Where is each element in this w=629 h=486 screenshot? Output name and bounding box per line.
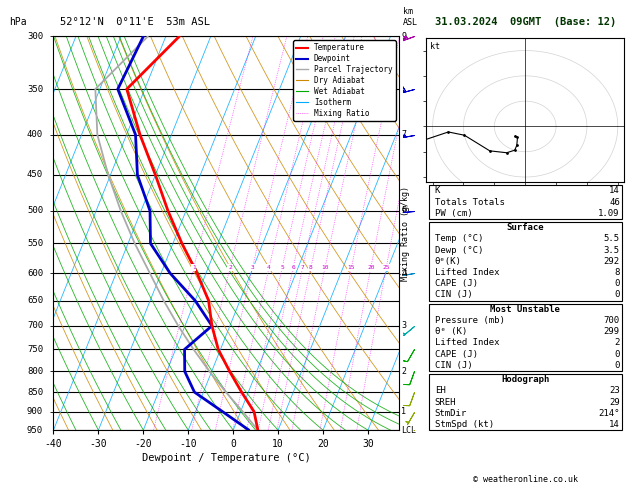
Text: Pressure (mb): Pressure (mb) (435, 316, 504, 325)
Bar (428, 222, 622, 300)
Text: StmSpd (kt): StmSpd (kt) (435, 420, 494, 429)
Text: 2: 2 (228, 265, 232, 270)
Text: PW (cm): PW (cm) (435, 209, 472, 218)
Text: CIN (J): CIN (J) (435, 361, 472, 370)
Text: 4: 4 (401, 269, 406, 278)
Text: 1: 1 (192, 265, 196, 270)
Text: 0: 0 (615, 279, 620, 288)
Text: 7: 7 (301, 265, 304, 270)
Text: 20: 20 (367, 265, 375, 270)
Text: 550: 550 (27, 239, 43, 248)
Text: 3: 3 (401, 321, 406, 330)
Text: 7: 7 (401, 130, 406, 139)
Text: Hodograph: Hodograph (501, 375, 549, 384)
Text: 1: 1 (401, 407, 406, 416)
Text: 800: 800 (27, 367, 43, 376)
Text: 850: 850 (27, 388, 43, 397)
Text: 5: 5 (281, 265, 284, 270)
Text: StmDir: StmDir (435, 409, 467, 418)
Text: CAPE (J): CAPE (J) (435, 279, 477, 288)
Text: 500: 500 (27, 207, 43, 215)
Text: 299: 299 (604, 327, 620, 336)
Text: 2: 2 (401, 367, 406, 376)
Text: Lifted Index: Lifted Index (435, 338, 499, 347)
Text: 5.5: 5.5 (604, 234, 620, 243)
Text: Lifted Index: Lifted Index (435, 268, 499, 277)
Text: Surface: Surface (506, 223, 544, 232)
Text: Totals Totals: Totals Totals (435, 198, 504, 207)
Text: SREH: SREH (435, 398, 456, 407)
Text: 8: 8 (309, 265, 313, 270)
Text: 0: 0 (615, 361, 620, 370)
Text: 10: 10 (321, 265, 329, 270)
Text: 3: 3 (250, 265, 254, 270)
Text: 9: 9 (401, 32, 406, 41)
Text: 1.09: 1.09 (598, 209, 620, 218)
Text: 292: 292 (604, 257, 620, 266)
Text: 350: 350 (27, 85, 43, 94)
Text: 14: 14 (609, 186, 620, 195)
Text: 450: 450 (27, 171, 43, 179)
Text: © weatheronline.co.uk: © weatheronline.co.uk (473, 474, 577, 484)
Text: 0: 0 (615, 291, 620, 299)
Text: 31.03.2024  09GMT  (Base: 12): 31.03.2024 09GMT (Base: 12) (435, 17, 616, 27)
Legend: Temperature, Dewpoint, Parcel Trajectory, Dry Adiabat, Wet Adiabat, Isotherm, Mi: Temperature, Dewpoint, Parcel Trajectory… (293, 40, 396, 121)
Text: LCL: LCL (401, 426, 416, 434)
Text: 750: 750 (27, 345, 43, 354)
Text: 600: 600 (27, 269, 43, 278)
Bar (428, 185, 622, 219)
Text: 15: 15 (348, 265, 355, 270)
Text: 3.5: 3.5 (604, 245, 620, 255)
Text: 700: 700 (27, 321, 43, 330)
Text: 2: 2 (615, 338, 620, 347)
Text: km
ASL: km ASL (403, 7, 418, 27)
Text: K: K (435, 186, 440, 195)
Text: CIN (J): CIN (J) (435, 291, 472, 299)
Text: 0: 0 (615, 349, 620, 359)
Text: Most Unstable: Most Unstable (490, 305, 560, 314)
Text: EH: EH (435, 386, 445, 396)
X-axis label: Dewpoint / Temperature (°C): Dewpoint / Temperature (°C) (142, 453, 311, 463)
Text: 700: 700 (604, 316, 620, 325)
Text: θᵉ(K): θᵉ(K) (435, 257, 462, 266)
Text: 650: 650 (27, 296, 43, 305)
Text: 46: 46 (609, 198, 620, 207)
Text: 214°: 214° (598, 409, 620, 418)
Text: 52°12'N  0°11'E  53m ASL: 52°12'N 0°11'E 53m ASL (60, 17, 209, 27)
Text: hPa: hPa (9, 17, 27, 27)
Text: 25: 25 (382, 265, 390, 270)
Text: 5: 5 (401, 207, 406, 215)
Text: Dewp (°C): Dewp (°C) (435, 245, 483, 255)
Text: 400: 400 (27, 130, 43, 139)
Text: 6: 6 (291, 265, 295, 270)
Text: Mixing Ratio (g/kg): Mixing Ratio (g/kg) (401, 186, 410, 281)
Text: 300: 300 (27, 32, 43, 41)
Bar (428, 304, 622, 371)
Text: 900: 900 (27, 407, 43, 416)
Text: 8: 8 (615, 268, 620, 277)
Text: 14: 14 (609, 420, 620, 429)
Text: kt: kt (430, 42, 440, 51)
Text: 23: 23 (609, 386, 620, 396)
Text: CAPE (J): CAPE (J) (435, 349, 477, 359)
Text: θᵉ (K): θᵉ (K) (435, 327, 467, 336)
Text: 4: 4 (267, 265, 271, 270)
Bar (428, 374, 622, 430)
Text: Temp (°C): Temp (°C) (435, 234, 483, 243)
Text: 950: 950 (27, 426, 43, 434)
Text: 29: 29 (609, 398, 620, 407)
